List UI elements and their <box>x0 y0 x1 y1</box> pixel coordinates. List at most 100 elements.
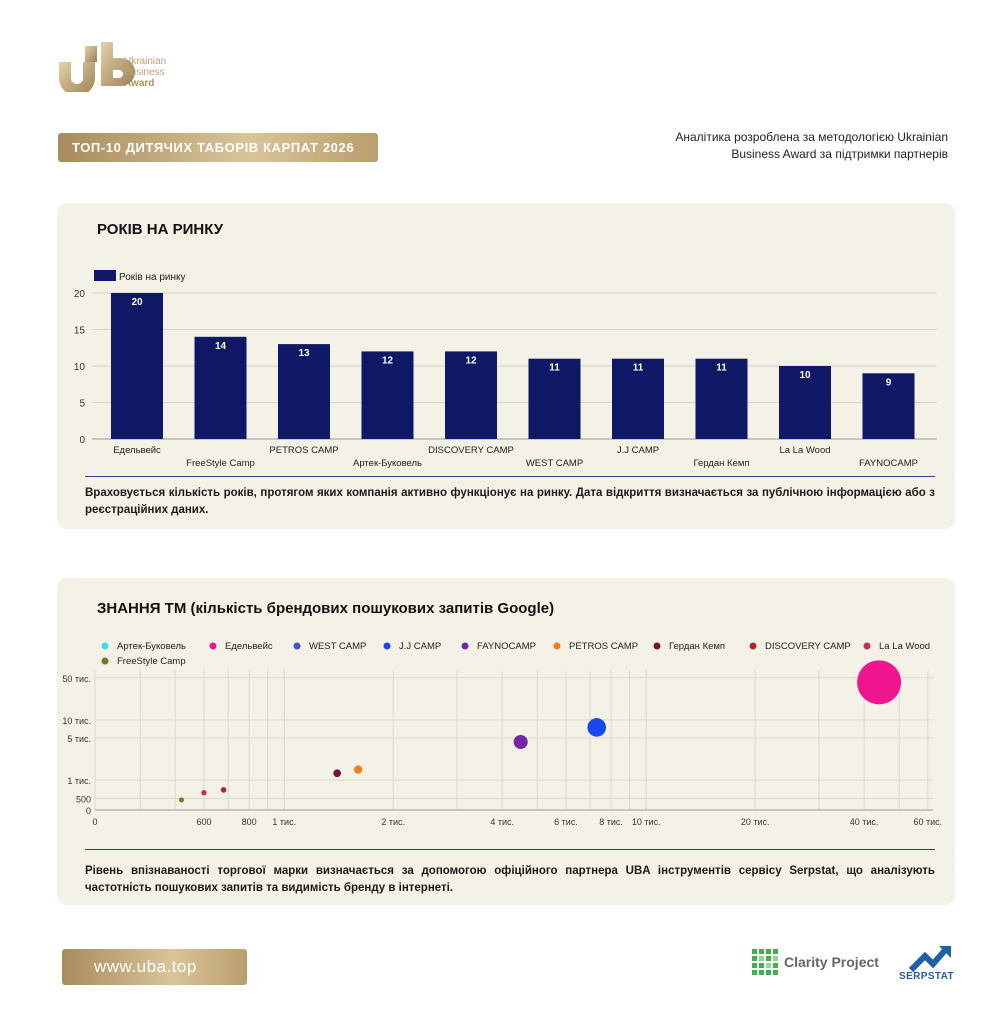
legend-label: PETROS CAMP <box>569 641 638 652</box>
legend-label: Артек-Буковель <box>117 641 186 652</box>
x-tick-label: La La Wood <box>779 445 830 456</box>
x-tick-label: Едельвейс <box>113 445 161 456</box>
y-tick-label: 1 тис. <box>67 776 91 786</box>
x-tick-label: 10 тис. <box>632 817 661 827</box>
x-tick-label: 0 <box>92 817 97 827</box>
y-tick-label: 5 тис. <box>67 734 91 744</box>
x-tick-label: 800 <box>242 817 257 827</box>
bar-value-label: 20 <box>131 297 143 308</box>
legend-label: WEST CAMP <box>309 641 366 652</box>
methodology-text: Аналітика розроблена за методологією Ukr… <box>675 130 948 161</box>
bar <box>695 358 748 439</box>
x-tick-label: 600 <box>196 817 211 827</box>
years-card: РОКІВ НА РИНКУ 0 5 10 15 20 Років на ринку 20 Е… <box>57 203 955 529</box>
site-url-link[interactable]: www.uba.top <box>62 949 247 985</box>
legend-marker <box>101 642 109 650</box>
legend-label: J.J CAMP <box>399 641 441 652</box>
brand-bubble-chart: 0 500 1 тис. 5 тис. 10 тис. 50 тис. 0 600 800 1 т… <box>62 641 943 827</box>
brand-card-title: ЗНАННЯ ТМ (кількість брендових пошукових… <box>97 600 555 617</box>
x-tick-label: DISCOVERY CAMP <box>428 445 514 456</box>
years-note: Враховується кількість років, протягом я… <box>85 487 935 516</box>
legend-marker <box>461 642 469 650</box>
y-tick-label: 0 <box>86 806 91 816</box>
bubble-point <box>857 660 902 705</box>
x-tick-label: 8 тис. <box>599 817 623 827</box>
legend-marker <box>101 657 109 665</box>
x-tick-label: 6 тис. <box>554 817 578 827</box>
bubble-point <box>353 765 363 774</box>
bar <box>278 344 330 439</box>
bar-value-label: 10 <box>799 370 811 381</box>
x-tick-label: PETROS CAMP <box>269 445 338 456</box>
y-tick-label: 10 <box>74 362 86 373</box>
clarity-grid-icon <box>752 949 778 975</box>
legend-swatch <box>94 270 116 281</box>
legend-marker <box>749 642 757 650</box>
bubble-point <box>587 718 607 737</box>
bar <box>528 358 581 439</box>
bar <box>612 358 664 439</box>
y-tick-label: 20 <box>74 289 86 300</box>
legend-label: Гердан Кемп <box>669 641 725 652</box>
legend-marker <box>553 642 561 650</box>
legend-marker <box>209 642 217 650</box>
y-tick-label: 15 <box>74 326 86 337</box>
legend-label: Едельвейс <box>225 641 273 652</box>
years-divider <box>85 476 935 477</box>
y-tick-label: 500 <box>76 794 91 804</box>
bubble-point <box>333 769 342 778</box>
bar-value-label: 14 <box>215 341 227 352</box>
bubble-point <box>178 797 184 803</box>
title-badge: ТОП-10 ДИТЯЧИХ ТАБОРІВ КАРПАТ 2026 <box>58 133 378 162</box>
y-tick-label: 50 тис. <box>62 674 91 684</box>
logo-text: Ukrainian Business Award <box>124 56 167 89</box>
serpstat-logo-icon <box>908 946 951 973</box>
x-tick-label: Артек-Буковель <box>353 458 422 469</box>
clarity-project-text: Clarity Project <box>784 954 879 970</box>
x-tick-label: 40 тис. <box>850 817 879 827</box>
bar-value-label: 12 <box>382 355 394 366</box>
uba-logo <box>59 42 135 92</box>
brand-note: Рівень впізнаваності торгової марки визн… <box>85 865 935 894</box>
legend-label: FreeStyle Camp <box>117 656 186 667</box>
x-tick-label: J.J CAMP <box>617 445 659 456</box>
bar-value-label: 12 <box>465 355 477 366</box>
bar <box>194 336 247 439</box>
clarity-project-logo: Clarity Project <box>752 948 879 976</box>
legend-marker <box>293 642 301 650</box>
bubble-point <box>201 790 207 796</box>
y-tick-label: 10 тис. <box>62 716 91 726</box>
bar-value-label: 11 <box>633 363 644 374</box>
x-tick-label: 20 тис. <box>741 817 770 827</box>
x-tick-label: Гердан Кемп <box>693 458 749 469</box>
years-card-title: РОКІВ НА РИНКУ <box>97 221 224 238</box>
legend-label: La La Wood <box>879 641 930 652</box>
bar <box>361 351 414 439</box>
bar <box>779 366 831 439</box>
brand-divider <box>85 849 935 850</box>
bar-value-label: 11 <box>716 363 727 374</box>
x-tick-label: 4 тис. <box>490 817 514 827</box>
bubble-point <box>513 734 528 750</box>
legend-label: Років на ринку <box>119 272 186 283</box>
brand-card: ЗНАННЯ ТМ (кількість брендових пошукових… <box>57 578 955 905</box>
bar-value-label: 13 <box>298 348 310 359</box>
x-tick-label: 60 тис. <box>914 817 943 827</box>
legend-marker <box>863 642 871 650</box>
bar-value-label: 9 <box>886 377 892 388</box>
x-tick-label: 2 тис. <box>381 817 405 827</box>
x-tick-label: WEST CAMP <box>526 458 583 469</box>
bar-value-label: 11 <box>549 363 560 374</box>
y-tick-label: 0 <box>79 435 85 446</box>
serpstat-text: SERPSTAT <box>899 971 955 982</box>
legend-marker <box>383 642 391 650</box>
bar <box>862 373 915 439</box>
legend-label: FAYNOCAMP <box>477 641 536 652</box>
bar <box>445 351 497 439</box>
years-bar-chart: 0 5 10 15 20 Років на ринку 20 Едельвейс 14 FreeS… <box>74 270 937 469</box>
y-tick-label: 5 <box>79 399 85 410</box>
legend-label: DISCOVERY CAMP <box>765 641 851 652</box>
legend-marker <box>653 642 661 650</box>
x-tick-label: FAYNOCAMP <box>859 458 918 469</box>
x-tick-label: FreeStyle Camp <box>186 458 255 469</box>
